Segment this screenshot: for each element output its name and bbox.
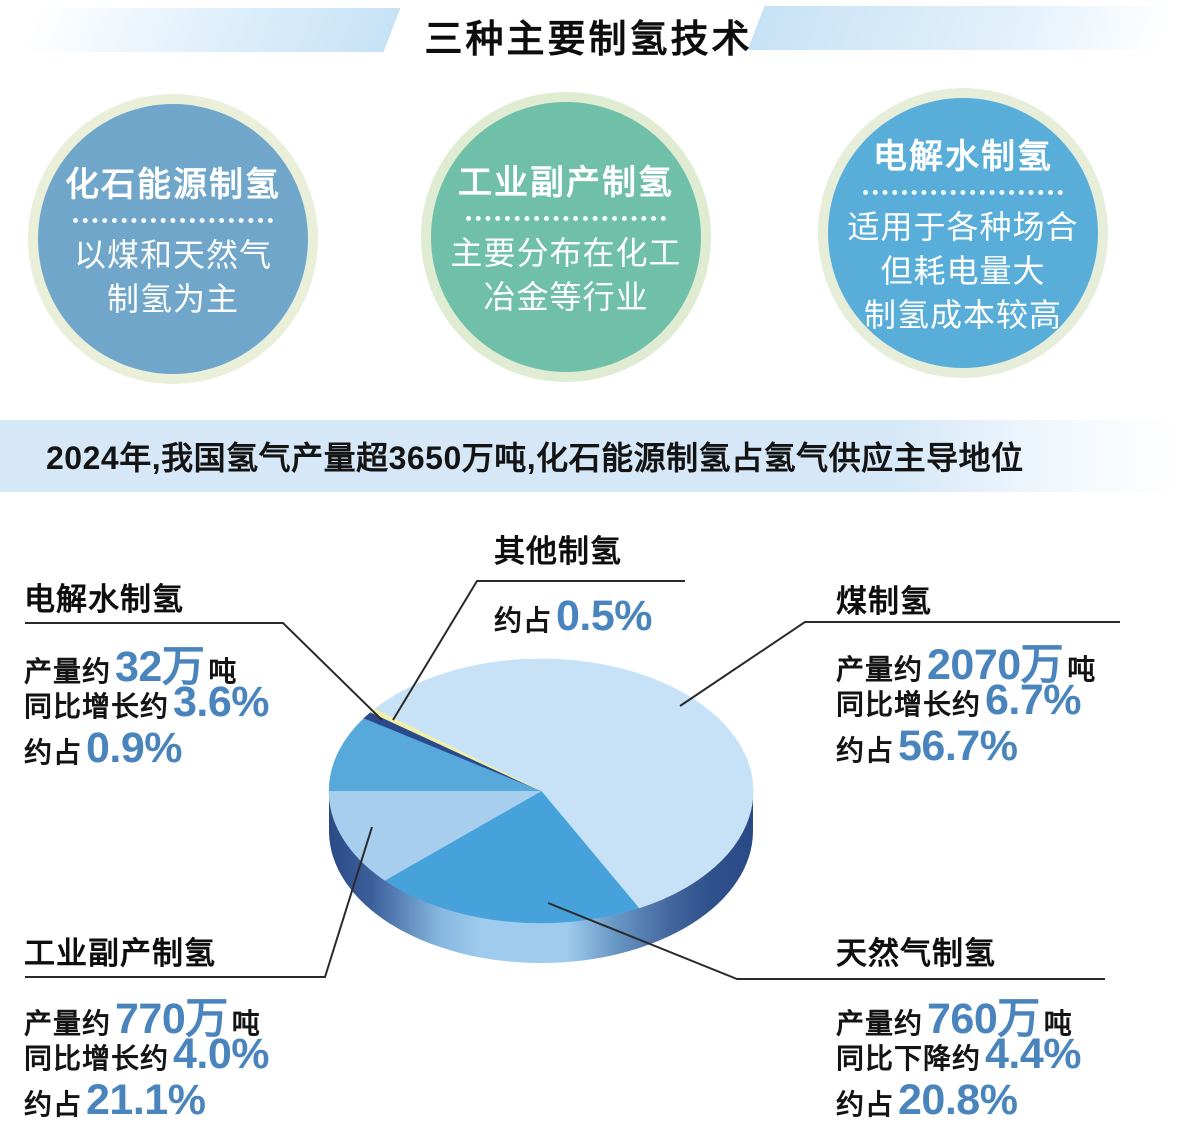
stat-text: 约占 (24, 1089, 83, 1120)
stat-value: 3.6% (173, 678, 270, 726)
callout-industrial-stats: 产量约 770万吨同比增长约 4.0% 约占 21.1% (24, 984, 273, 1124)
callout-gas-title: 天然气制氢 (836, 936, 996, 971)
callout-other-title: 其他制氢 (494, 534, 622, 569)
stat-text: 同比下降约 (836, 1043, 982, 1074)
callout-gas-stats: 产量约 760万吨同比下降约 4.4% 约占 20.8% (836, 984, 1085, 1124)
stat-row: 产量约 2070万吨 (836, 630, 1096, 689)
page-title: 三种主要制氢技术 (424, 19, 753, 61)
stat-value: 2070万 (927, 641, 1064, 689)
stat-text: 吨 (208, 656, 238, 687)
pie-slice-back-shade (328, 718, 541, 791)
stat-row: 约占 56.7% (836, 722, 1096, 770)
stat-value: 0.9% (86, 724, 183, 772)
pie-side-wall (329, 791, 753, 963)
stat-row: 同比下降约 4.4% (836, 1030, 1085, 1078)
callout-line-gas (547, 902, 1105, 980)
stat-value: 0.5% (556, 592, 653, 640)
pie-slice-煤制氢 (374, 658, 754, 909)
tech-circle-byproduct-body: 工业副产制氢 主要分布在化工 冶金等行业 (431, 102, 701, 372)
callout-lines (25, 580, 1120, 980)
stat-value: 32万 (115, 643, 205, 691)
callout-line-coal (679, 621, 1120, 707)
stat-text: 产量约 (836, 1008, 924, 1039)
stat-text: 同比增长约 (836, 689, 982, 720)
stat-row: 约占 0.5% (494, 592, 656, 640)
stat-text: 约占 (836, 1089, 895, 1120)
tech-circle-title: 电解水制氢 (873, 138, 1053, 176)
callout-electrolysis-title: 电解水制氢 (24, 582, 184, 617)
stat-row: 同比增长约 4.0% (24, 1030, 273, 1078)
callout-coal-title: 煤制氢 (836, 584, 932, 619)
callout-electrolysis-stats: 产量约 32万吨同比增长约 3.6% 约占 0.9% (24, 632, 273, 772)
stat-text: 约占 (494, 605, 553, 636)
tech-circle-text: 适用于各种场合 但耗电量大制氢成本较高 (847, 205, 1078, 337)
stat-value: 4.0% (173, 1030, 270, 1078)
tech-circle-line: 适用于各种场合 (847, 209, 1079, 245)
tech-circle-line: 以煤和天然气 (73, 237, 272, 273)
stat-row: 约占 20.8% (836, 1076, 1085, 1124)
stat-row: 产量约 770万吨 (24, 984, 273, 1043)
callout-coal-stats: 产量约 2070万吨同比增长约 6.7% 约占 56.7% (836, 630, 1096, 770)
tech-circle-line: 但耗电量大 (880, 253, 1046, 289)
stat-text: 吨 (231, 1008, 261, 1039)
stat-text: 产量约 (24, 656, 112, 687)
tech-circle-text: 主要分布在化工 冶金等行业 (450, 231, 681, 319)
tech-circle-line: 制氢成本较高 (863, 297, 1062, 333)
dotted-divider (863, 190, 1063, 195)
callout-other-stats: 约占 0.5% (494, 592, 656, 640)
tech-circle-title: 化石能源制氢 (65, 166, 281, 204)
callout-line-electrolysis (25, 622, 383, 721)
stat-text: 吨 (1067, 654, 1097, 685)
stat-row: 产量约 760万吨 (836, 984, 1085, 1043)
pie-slice-天然气制氢 (384, 790, 640, 924)
stat-row: 约占 21.1% (24, 1076, 273, 1124)
stat-value: 770万 (115, 995, 228, 1043)
tech-circle-byproduct: 工业副产制氢 主要分布在化工 冶金等行业 (421, 92, 711, 382)
summary-banner: 2024年,我国氢气产量超3650万吨,化石能源制氢占氢气供应主导地位 (0, 420, 1177, 492)
stat-text: 约占 (24, 737, 83, 768)
stat-text: 同比增长约 (24, 1043, 170, 1074)
summary-banner-text: 2024年,我国氢气产量超3650万吨,化石能源制氢占氢气供应主导地位 (46, 440, 1024, 476)
stat-value: 4.4% (985, 1030, 1082, 1078)
stat-row: 产量约 32万吨 (24, 632, 273, 691)
tech-circle-line: 冶金等行业 (483, 279, 649, 315)
tech-circle-electrolysis-body: 电解水制氢 适用于各种场合 但耗电量大制氢成本较高 (828, 98, 1098, 368)
dotted-divider (466, 216, 666, 221)
stat-value: 6.7% (985, 676, 1082, 724)
stat-text: 约占 (836, 735, 895, 766)
stat-text: 吨 (1043, 1008, 1073, 1039)
tech-circle-fossil-body: 化石能源制氢 以煤和天然气 制氢为主 (38, 104, 308, 374)
tech-circle-fossil: 化石能源制氢 以煤和天然气 制氢为主 (28, 94, 318, 384)
stat-text: 同比增长约 (24, 691, 170, 722)
stat-value: 20.8% (898, 1076, 1018, 1124)
stat-text: 产量约 (836, 654, 924, 685)
stat-value: 760万 (927, 995, 1040, 1043)
tech-circle-text: 以煤和天然气 制氢为主 (74, 233, 272, 321)
stat-row: 同比增长约 3.6% (24, 678, 273, 726)
stat-value: 56.7% (898, 722, 1018, 770)
tech-circle-line: 制氢为主 (106, 281, 239, 317)
callout-line-industrial (25, 826, 373, 978)
tech-circle-line: 主要分布在化工 (450, 235, 682, 271)
pie-slices (328, 658, 754, 963)
stat-value: 21.1% (86, 1076, 206, 1124)
dotted-divider (73, 218, 273, 223)
tech-circle-electrolysis: 电解水制氢 适用于各种场合 但耗电量大制氢成本较高 (818, 88, 1108, 378)
callout-line-other (392, 580, 685, 721)
stat-text: 产量约 (24, 1008, 112, 1039)
stat-row: 同比增长约 6.7% (836, 676, 1096, 724)
callout-industrial-title: 工业副产制氢 (24, 936, 216, 971)
stat-row: 约占 0.9% (24, 724, 273, 772)
tech-circle-title: 工业副产制氢 (458, 164, 674, 202)
